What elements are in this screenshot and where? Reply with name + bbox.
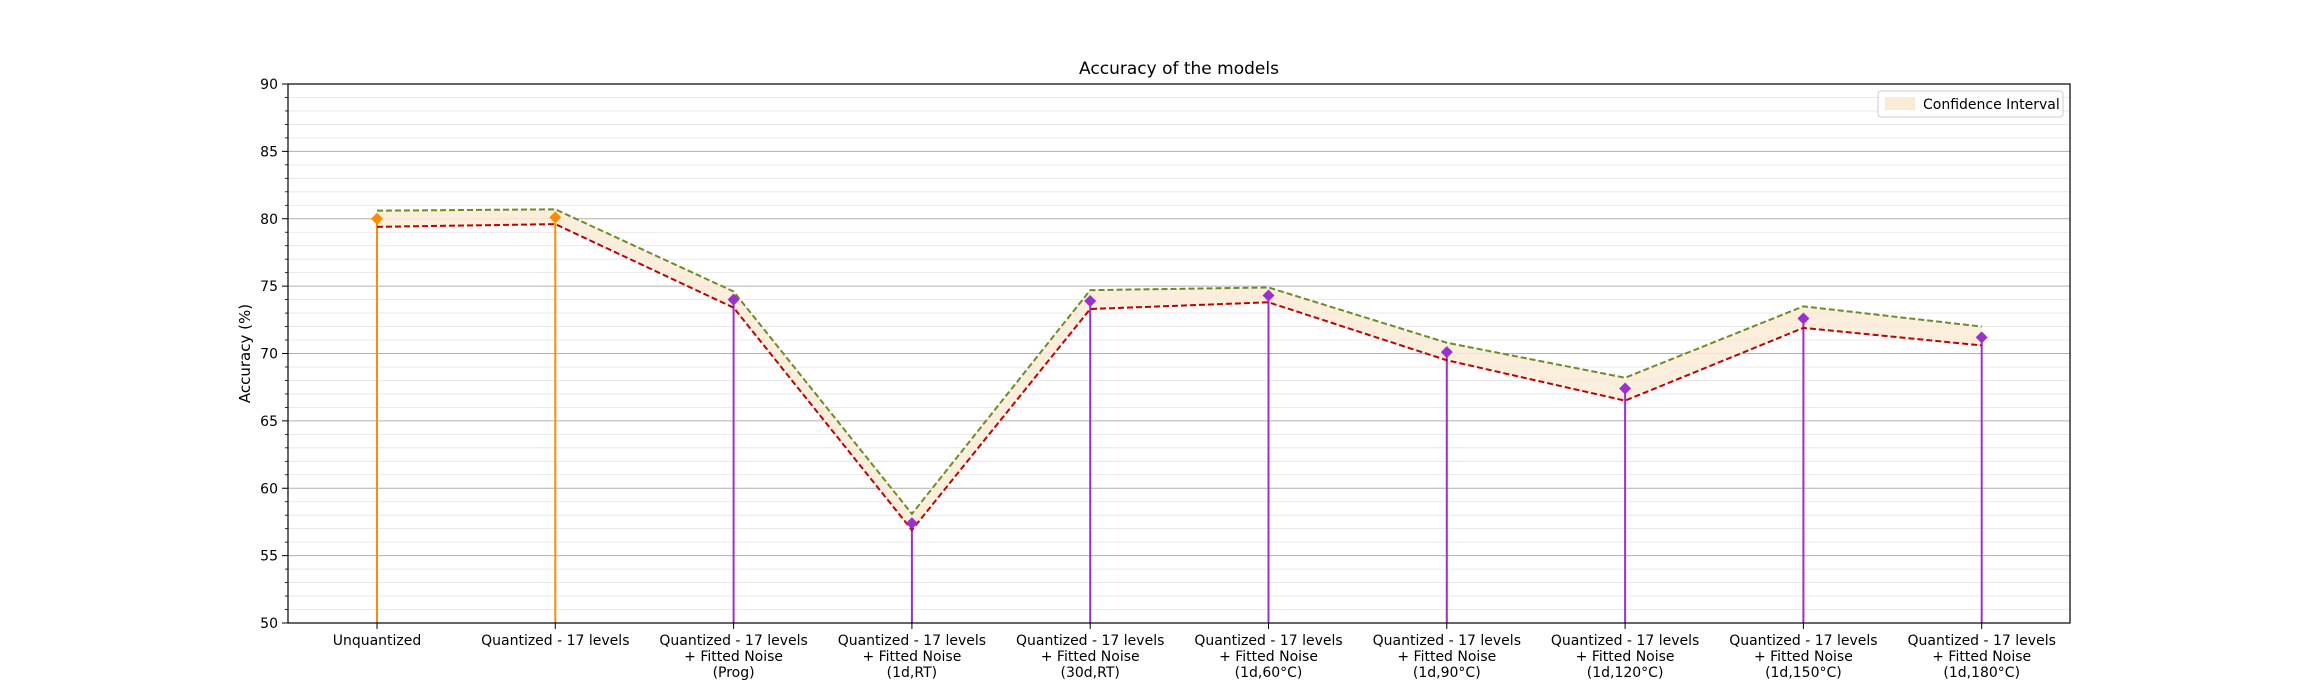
x-tick-label-line: Quantized - 17 levels: [481, 633, 629, 649]
y-tick-label: 65: [260, 414, 278, 430]
x-tick-label-line: + Fitted Noise: [1754, 649, 1853, 665]
x-tick-label-line: (1d,RT): [887, 665, 937, 681]
accuracy-marker: [1440, 346, 1453, 359]
accuracy-marker: [1262, 289, 1275, 302]
y-tick-label: 85: [260, 144, 278, 160]
y-tick-label: 55: [260, 549, 278, 565]
x-tick-label-line: (1d,60°C): [1235, 665, 1303, 681]
tick-layer: 50 55 60 65 70 75 80 85 90 Unquantized Quantized -…: [260, 77, 2056, 681]
x-tick-label: Quantized - 17 levels + Fitted Noise (1d,1…: [1551, 633, 1699, 681]
confidence-band-layer: [377, 209, 1982, 531]
x-tick-label-line: (1d,150°C): [1765, 665, 1842, 681]
x-tick-label-line: Quantized - 17 levels: [838, 633, 986, 649]
stem-layer: [376, 217, 1983, 623]
y-tick-label: 80: [260, 212, 278, 228]
accuracy-marker: [1084, 294, 1097, 307]
x-tick-label-line: Quantized - 17 levels: [1194, 633, 1342, 649]
legend-label-confidence-interval: Confidence Interval: [1923, 97, 2060, 113]
confidence-interval-band: [377, 209, 1982, 531]
chart-title: Accuracy of the models: [1079, 59, 1279, 79]
ci-line-layer: [376, 208, 1982, 532]
x-tick-label-line: (1d,180°C): [1943, 665, 2020, 681]
accuracy-marker: [905, 517, 918, 530]
x-tick-label-line: + Fitted Noise: [862, 649, 961, 665]
x-tick-label: Quantized - 17 levels + Fitted Noise (30d,…: [1016, 633, 1164, 681]
legend: Confidence Interval: [1877, 90, 2064, 118]
accuracy-marker: [1797, 312, 1810, 325]
x-tick-label-line: Quantized - 17 levels: [659, 633, 807, 649]
x-tick-label-line: Quantized - 17 levels: [1551, 633, 1699, 649]
x-tick-label: Quantized - 17 levels + Fitted Noise (1d,1…: [1908, 633, 2056, 681]
y-tick-label: 50: [260, 616, 278, 632]
x-tick-label-line: Quantized - 17 levels: [1908, 633, 2056, 649]
x-tick-label-line: Unquantized: [333, 633, 422, 649]
x-tick-label: Quantized - 17 levels + Fitted Noise (1d,1…: [1729, 633, 1877, 681]
x-tick-label-line: Quantized - 17 levels: [1729, 633, 1877, 649]
accuracy-marker: [727, 293, 740, 306]
y-tick-label: 60: [260, 481, 278, 497]
legend-box: [1877, 90, 2064, 118]
x-tick-label-line: (30d,RT): [1061, 665, 1120, 681]
x-tick-label-line: + Fitted Noise: [1576, 649, 1675, 665]
accuracy-marker: [1619, 382, 1632, 395]
x-tick-label-line: + Fitted Noise: [1397, 649, 1496, 665]
x-tick-label-line: (Prog): [713, 665, 755, 681]
x-tick-label-line: + Fitted Noise: [1041, 649, 1140, 665]
accuracy-marker: [1975, 331, 1988, 344]
x-tick-label-line: + Fitted Noise: [1219, 649, 1318, 665]
legend-swatch-confidence-interval: [1885, 97, 1915, 110]
x-tick-label: Quantized - 17 levels + Fitted Noise (Prog…: [659, 633, 807, 681]
marker-layer: [371, 211, 1988, 530]
x-tick-label-line: Quantized - 17 levels: [1373, 633, 1521, 649]
x-tick-label: Quantized - 17 levels + Fitted Noise (1d,9…: [1373, 633, 1521, 681]
y-axis-label: Accuracy (%): [236, 304, 254, 403]
ci-lower-line: [376, 223, 1982, 532]
x-tick-label-line: (1d,90°C): [1413, 665, 1481, 681]
x-tick-label: Quantized - 17 levels + Fitted Noise (1d,R…: [838, 633, 986, 681]
x-tick-label-line: + Fitted Noise: [684, 649, 783, 665]
x-tick-label-line: (1d,120°C): [1587, 665, 1664, 681]
x-tick-label-line: Quantized - 17 levels: [1016, 633, 1164, 649]
y-tick-label: 90: [260, 77, 278, 93]
x-tick-label-line: + Fitted Noise: [1932, 649, 2031, 665]
accuracy-marker: [549, 211, 562, 224]
grid: [288, 83, 2070, 624]
ci-upper-line: [376, 208, 1982, 516]
accuracy-marker: [371, 212, 383, 225]
x-tick-label: Quantized - 17 levels + Fitted Noise (1d,6…: [1194, 633, 1342, 681]
x-tick-label: Unquantized: [333, 633, 422, 649]
x-tick-label: Quantized - 17 levels: [481, 633, 629, 649]
y-tick-label: 75: [260, 279, 278, 295]
y-tick-label: 70: [260, 347, 278, 363]
